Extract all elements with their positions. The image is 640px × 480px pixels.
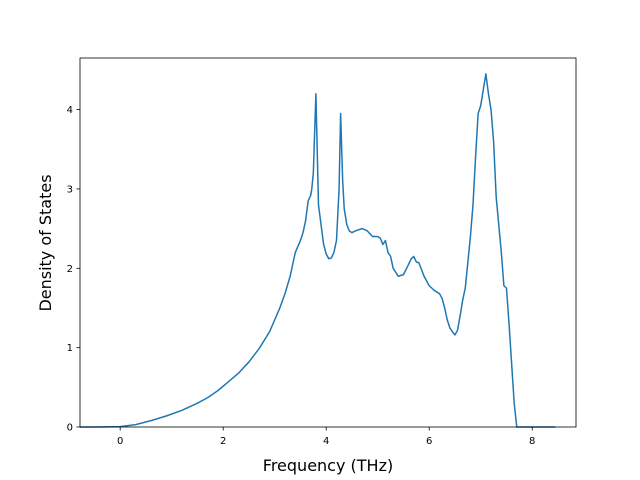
y-axis-label: Density of States: [36, 174, 55, 311]
y-tick-label: 0: [67, 423, 73, 434]
y-tick-label: 3: [67, 184, 73, 195]
x-tick-label: 4: [323, 436, 329, 447]
x-tick-label: 6: [426, 436, 432, 447]
y-axis-ticks: 0 1 2 3 4: [67, 105, 80, 434]
y-tick-label: 2: [67, 264, 73, 275]
y-tick-label: 1: [67, 343, 73, 354]
axes-frame: [79, 57, 577, 428]
x-tick-label: 0: [117, 436, 123, 447]
x-axis-label: Frequency (THz): [263, 456, 393, 475]
x-tick-label: 8: [529, 436, 535, 447]
dos-series-line-0: [80, 73, 556, 428]
x-tick-label: 2: [220, 436, 226, 447]
x-axis-ticks: 0 2 4 6 8: [117, 427, 535, 447]
y-tick-label: 4: [67, 105, 73, 116]
plot-area: [79, 57, 577, 428]
